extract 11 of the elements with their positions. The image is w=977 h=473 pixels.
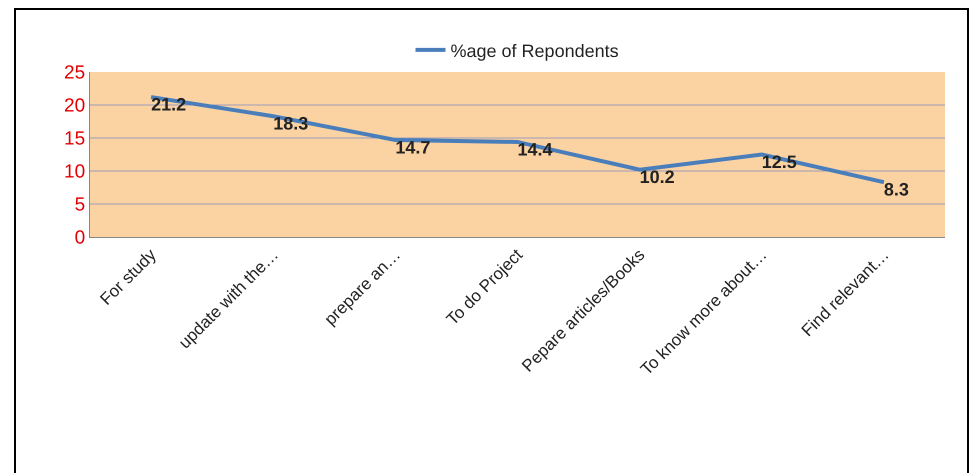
data-label: 10.2 xyxy=(640,167,675,188)
y-tick-label: 5 xyxy=(74,194,86,216)
line-series xyxy=(149,95,886,184)
data-label: 14.7 xyxy=(395,137,430,158)
y-tick-label: 15 xyxy=(64,128,86,150)
y-tick-label: 25 xyxy=(64,62,86,84)
y-tick-label: 20 xyxy=(64,96,86,117)
legend-label: %age of Repondents xyxy=(450,40,619,61)
data-label: 8.3 xyxy=(884,180,909,200)
y-tick-label: 0 xyxy=(74,228,86,249)
y-tick-label: 10 xyxy=(64,162,86,183)
